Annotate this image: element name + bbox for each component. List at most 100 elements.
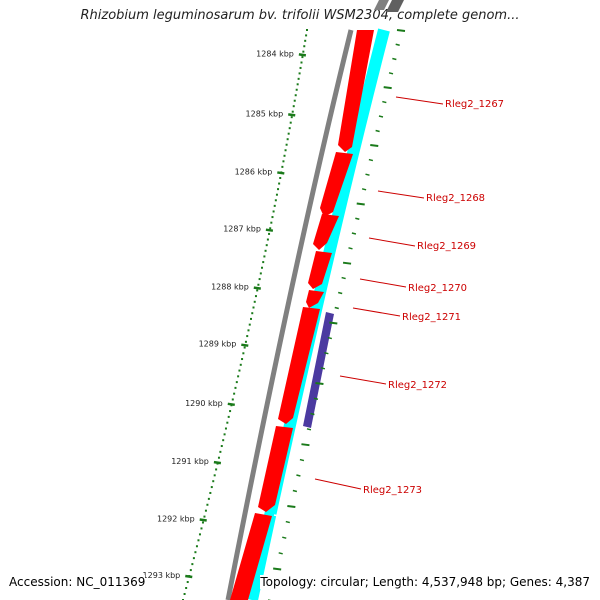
ruler-dot <box>291 110 294 113</box>
ruler-dot <box>242 352 245 355</box>
ruler-dot <box>257 283 260 286</box>
ruler-dot <box>258 278 261 281</box>
outer-tick <box>315 382 324 386</box>
ruler-major-tick <box>241 343 249 347</box>
outer-tick <box>313 397 319 400</box>
ruler-dot <box>197 539 200 542</box>
ruler-dot <box>233 392 236 395</box>
outer-tick <box>301 443 310 447</box>
gene-label[interactable]: Rleg2_1270 <box>408 283 467 294</box>
ruler-dot <box>283 154 286 157</box>
ruler-dot <box>264 249 267 252</box>
ruler-major-tick <box>213 460 222 465</box>
ruler-dot <box>217 456 220 459</box>
gene-label[interactable]: Rleg2_1272 <box>388 380 447 391</box>
ruler-dot <box>212 480 215 483</box>
gene-label[interactable]: Rleg2_1273 <box>363 485 422 496</box>
ruler-dot <box>229 410 232 413</box>
ruler-label: 1285 kbp <box>246 109 284 118</box>
feature-block <box>303 312 334 428</box>
ruler-dot <box>270 221 273 224</box>
ruler-dot <box>281 165 284 168</box>
cds-separators <box>273 149 377 519</box>
ruler-dot <box>268 232 271 235</box>
ruler-dot <box>278 182 281 185</box>
ruler-dot <box>290 116 293 119</box>
outer-tick <box>368 158 374 162</box>
ruler-dot <box>238 369 241 372</box>
ruler-dot <box>265 244 268 247</box>
outer-tick <box>338 291 343 295</box>
cds-top-stub <box>386 0 404 12</box>
ruler-dot <box>273 204 276 207</box>
ruler-major-tick <box>227 402 235 407</box>
outer-tick <box>361 188 367 191</box>
ruler-dot <box>305 34 308 37</box>
outer-tick <box>282 536 287 539</box>
ruler-dot <box>259 272 262 275</box>
outer-tick <box>324 351 329 355</box>
ruler-dot <box>204 509 207 512</box>
outer-tick <box>396 29 406 32</box>
ruler-dot <box>261 266 264 269</box>
ruler-dot <box>253 300 256 303</box>
gene-arrow-1269 <box>313 214 339 250</box>
gene-arrow-1270 <box>308 251 332 289</box>
gene-label[interactable]: Rleg2_1269 <box>417 241 476 252</box>
outer-tick <box>392 57 397 61</box>
ruler-dot <box>306 29 308 31</box>
ruler-dot <box>301 56 304 59</box>
gene-leader-lines <box>314 96 444 490</box>
outer-tick <box>348 247 353 250</box>
coordinate-ruler <box>182 29 308 600</box>
ruler-dot <box>192 557 195 560</box>
ruler-dot <box>203 515 206 518</box>
map-title: Rhizobium leguminosarum bv. trifolii WSM… <box>80 8 520 23</box>
outer-tick <box>299 458 305 462</box>
ruler-dot <box>234 386 237 389</box>
outer-tick <box>327 336 333 340</box>
gene-arrow-1267 <box>338 30 374 152</box>
ruler-dot <box>251 312 254 315</box>
ruler-major-tick <box>298 53 307 57</box>
outer-tick <box>320 367 326 370</box>
ruler-dot <box>209 491 212 494</box>
ruler-dot <box>297 77 300 80</box>
ruler-dot <box>263 255 266 258</box>
ruler-dot <box>304 39 307 42</box>
ruler-label: 1284 kbp <box>256 49 294 58</box>
ruler-dot <box>287 132 290 135</box>
ruler-dot <box>210 486 213 489</box>
ruler-dot <box>226 421 229 424</box>
ruler-dot <box>183 593 186 596</box>
ruler-major-tick <box>253 286 261 290</box>
gene-arrow-1272 <box>278 307 320 424</box>
gene-label[interactable]: Rleg2_1268 <box>426 193 485 204</box>
gene-label[interactable]: Rleg2_1271 <box>402 312 461 323</box>
ruler-dot <box>282 160 285 163</box>
ruler-label: 1292 kbp <box>157 515 195 524</box>
outer-tick <box>351 232 357 235</box>
ruler-dot <box>277 188 280 191</box>
ruler-major-tick <box>199 518 207 522</box>
ruler-dot <box>292 105 295 108</box>
ruler-dot <box>269 227 272 230</box>
gene-label[interactable]: Rleg2_1267 <box>445 99 504 110</box>
ruler-dot <box>237 375 240 378</box>
ruler-dot <box>243 346 246 349</box>
genome-backbone <box>225 29 354 600</box>
ruler-dot <box>271 216 274 219</box>
ruler-dot <box>302 50 305 53</box>
ruler-dot <box>250 317 253 320</box>
ruler-label: 1287 kbp <box>223 225 261 234</box>
ruler-dot <box>294 94 297 97</box>
ruler-dot <box>298 72 301 75</box>
outer-tick <box>310 412 315 416</box>
ruler-dot <box>194 551 197 554</box>
ruler-dot <box>285 143 288 146</box>
ruler-dot <box>186 581 189 584</box>
ruler-dot <box>235 381 238 384</box>
ruler-dot <box>191 563 194 566</box>
ruler-dot <box>246 335 249 338</box>
